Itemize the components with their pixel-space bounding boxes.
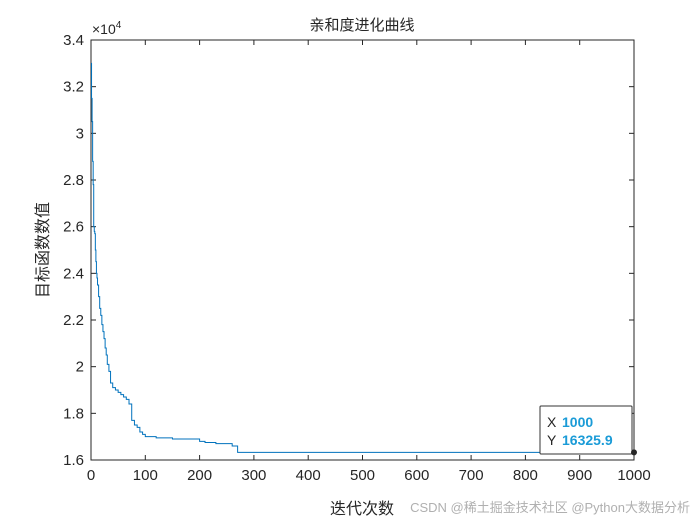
- y-tick-label: 2.2: [63, 312, 84, 329]
- x-tick-label: 200: [187, 467, 212, 484]
- watermark: CSDN @稀土掘金技术社区 @Python大数据分析: [410, 500, 690, 515]
- y-tick-label: 2.6: [63, 219, 84, 236]
- y-exponent: 4: [116, 20, 122, 31]
- chart-title: 亲和度进化曲线: [309, 16, 414, 34]
- y-tick-label: 3.2: [63, 79, 84, 96]
- x-tick-label: 800: [513, 467, 538, 484]
- y-tick-label: 3: [76, 125, 84, 142]
- datatip-y-value: 16325.9: [562, 432, 613, 448]
- y-multiplier: ×10: [92, 21, 116, 37]
- x-tick-label: 400: [296, 467, 321, 484]
- datatip[interactable]: X 1000 Y 16325.9: [539, 405, 637, 456]
- y-tick-label: 2: [76, 359, 84, 376]
- x-tick-label: 1000: [617, 467, 650, 484]
- x-tick-label: 500: [350, 467, 375, 484]
- y-tick-label: 1.6: [63, 452, 84, 469]
- axes-box: [90, 39, 635, 461]
- datatip-box: [539, 405, 633, 455]
- datatip-x-label: X: [547, 414, 557, 430]
- datatip-marker: [631, 449, 637, 456]
- y-axis-label: 目标函数数值: [33, 202, 52, 298]
- ticks: [90, 39, 635, 461]
- y-exponent-label: ×104: [92, 20, 122, 37]
- datatip-x-value: 1000: [562, 414, 593, 430]
- y-tick-label: 2.4: [63, 265, 84, 282]
- x-tick-label: 100: [133, 467, 158, 484]
- x-tick-label: 700: [459, 467, 484, 484]
- plot-area: [90, 39, 635, 461]
- x-axis-label: 迭代次数: [330, 499, 394, 518]
- x-tick-label: 600: [404, 467, 429, 484]
- y-tick-label: 1.8: [63, 405, 84, 422]
- x-tick-label: 300: [241, 467, 266, 484]
- y-tick-label: 3.4: [63, 32, 84, 49]
- y-tick-label: 2.8: [63, 172, 84, 189]
- tick-labels: 0 100 200 300 400 500 600 700 800 900 1000 1.6 1.8 2 2…: [63, 32, 651, 484]
- x-tick-label: 0: [87, 467, 95, 484]
- series-line: [91, 62, 634, 453]
- datatip-y-label: Y: [547, 432, 557, 448]
- x-tick-label: 900: [567, 467, 592, 484]
